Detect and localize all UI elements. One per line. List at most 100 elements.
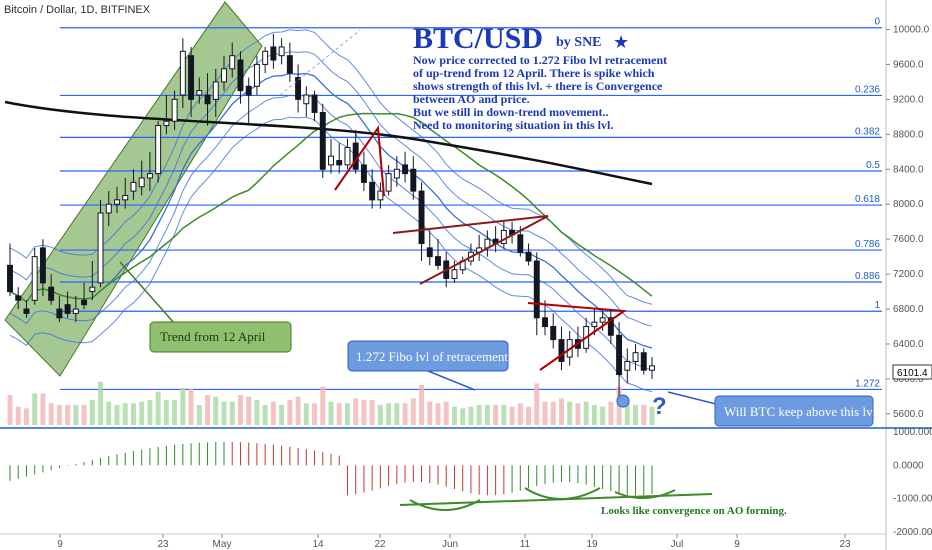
volume-bar bbox=[205, 395, 211, 425]
candle-down bbox=[270, 46, 277, 61]
candle-up bbox=[114, 199, 120, 205]
time-tick-label: 9 bbox=[734, 539, 740, 550]
volume-bar bbox=[89, 400, 95, 425]
volume-bar bbox=[221, 401, 227, 425]
candle-up bbox=[649, 365, 655, 371]
price-tick-label: 7600.0 bbox=[893, 234, 924, 245]
volume-bar bbox=[591, 405, 597, 425]
time-tick-label: 9 bbox=[57, 539, 63, 550]
candle-up bbox=[229, 55, 236, 70]
pair-title: BTC/USD bbox=[413, 22, 543, 55]
candle-up bbox=[385, 173, 392, 192]
volume-bar bbox=[476, 405, 482, 425]
candle-down bbox=[542, 317, 548, 328]
volume-bar bbox=[114, 405, 120, 425]
time-tick-label: Jul bbox=[671, 539, 684, 550]
candle-down bbox=[204, 94, 211, 105]
candle-up bbox=[155, 125, 162, 175]
candle-down bbox=[402, 164, 409, 175]
time-tick-label: 19 bbox=[586, 539, 598, 550]
candle-down bbox=[39, 247, 46, 284]
volume-bar bbox=[575, 403, 581, 425]
candle-up bbox=[344, 146, 351, 166]
candle-up bbox=[303, 94, 310, 105]
trend-callout-pointer bbox=[119, 261, 176, 325]
volume-bar bbox=[468, 406, 474, 425]
volume-bar bbox=[279, 405, 285, 425]
volume-bar bbox=[344, 403, 350, 425]
fib-label: 1.272 bbox=[855, 378, 880, 389]
candle-down bbox=[550, 326, 557, 341]
volume-bar bbox=[65, 405, 71, 425]
fib-label: 0 bbox=[874, 17, 880, 28]
volume-bar bbox=[361, 400, 367, 425]
candle-down bbox=[418, 190, 425, 245]
candle-up bbox=[591, 321, 598, 328]
volume-bar bbox=[262, 405, 268, 425]
volume-bar bbox=[23, 408, 29, 425]
price-tick-label: 8800.0 bbox=[893, 129, 924, 140]
candle-down bbox=[525, 251, 532, 262]
author-label: by SNE bbox=[556, 35, 602, 50]
time-tick-label: May bbox=[213, 539, 232, 550]
price-tick-label: 6400.0 bbox=[893, 339, 924, 350]
volume-bar bbox=[98, 381, 104, 425]
candle-up bbox=[130, 181, 137, 192]
candle-up bbox=[138, 177, 145, 188]
volume-bar bbox=[180, 388, 186, 425]
volume-bar bbox=[501, 405, 507, 425]
volume-bar bbox=[48, 403, 54, 425]
volume-bar bbox=[451, 406, 457, 425]
candle-up bbox=[221, 68, 227, 83]
candle-down bbox=[410, 168, 417, 192]
question-callout-label: Will BTC keep above this lvl? bbox=[724, 404, 882, 419]
volume-bar bbox=[427, 401, 433, 425]
candle-up bbox=[105, 203, 112, 214]
blue-ma bbox=[9, 72, 653, 349]
symbol-title: Bitcoin / Dollar, 1D, BITFINEX bbox=[4, 4, 151, 16]
volume-bar bbox=[320, 386, 326, 425]
candle-down bbox=[237, 59, 244, 92]
candle-down bbox=[369, 181, 376, 201]
candle-down bbox=[245, 85, 252, 96]
volume-bar bbox=[73, 405, 79, 425]
candle-down bbox=[48, 286, 55, 301]
volume-bar bbox=[312, 403, 318, 425]
price-tick-label: 10000.0 bbox=[893, 24, 930, 35]
candle-down bbox=[607, 317, 614, 336]
volume-bar bbox=[509, 406, 515, 425]
volume-bar bbox=[336, 403, 342, 425]
candles bbox=[7, 33, 655, 397]
ao-curve-2 bbox=[524, 487, 601, 500]
candle-up bbox=[179, 50, 186, 96]
volume-bar bbox=[163, 400, 169, 425]
volume-bar bbox=[624, 401, 630, 425]
price-tick-label: 8400.0 bbox=[893, 164, 924, 175]
candle-down bbox=[435, 256, 441, 266]
fib-label: 1 bbox=[874, 300, 880, 311]
time-axis: 9 23 May 14 22 Jun 11 19 Jul 9 23 bbox=[0, 533, 886, 550]
volume-bar bbox=[328, 401, 334, 425]
candle-up bbox=[196, 90, 203, 96]
volume-bar bbox=[377, 405, 383, 425]
volume-bar bbox=[147, 400, 153, 425]
volume-bar bbox=[410, 398, 416, 425]
question-mark: ? bbox=[652, 393, 667, 420]
volume-bar bbox=[484, 405, 490, 425]
note-line-5: But we still in down-trend movement.. bbox=[413, 105, 608, 119]
ao-curve-3 bbox=[614, 489, 676, 500]
candle-up bbox=[31, 256, 38, 301]
flag-pattern-1 bbox=[334, 125, 385, 197]
candle-down bbox=[640, 352, 647, 371]
candle-down bbox=[558, 339, 565, 362]
volume-bar bbox=[600, 406, 606, 425]
candle-up bbox=[89, 286, 96, 293]
volume-bar bbox=[435, 403, 441, 425]
candle-up bbox=[599, 317, 606, 323]
candle-up bbox=[278, 46, 285, 57]
volume-bar bbox=[213, 396, 219, 425]
volume-bar bbox=[106, 401, 112, 425]
